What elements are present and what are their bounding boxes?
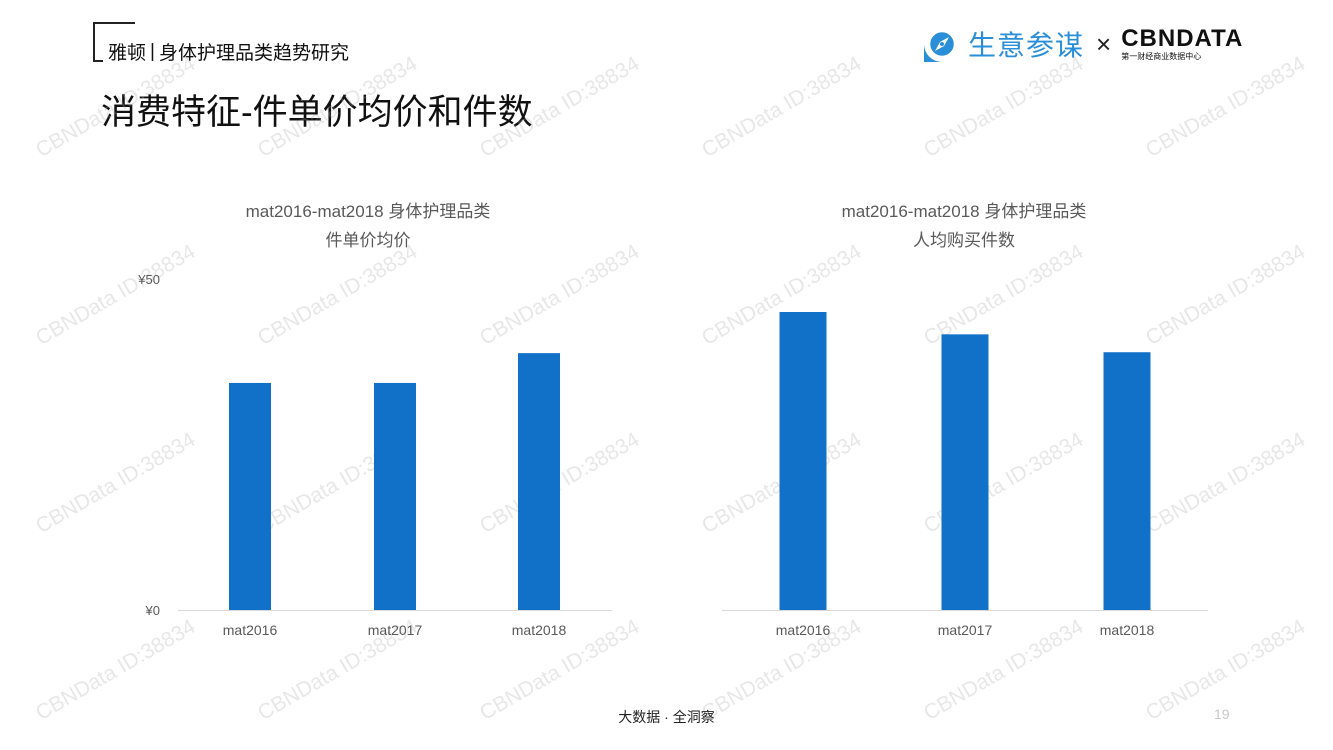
chart-2-bar <box>779 312 827 610</box>
page-number: 19 <box>1214 706 1230 722</box>
chart-2-x-tick-label: mat2017 <box>938 622 993 638</box>
chart-2-title: mat2016-mat2018 身体护理品类 <box>841 202 1087 221</box>
chart-1-x-tick-label: mat2017 <box>368 622 423 638</box>
report-title: 身体护理品类趋势研究 <box>158 43 349 64</box>
chart-2-x-tick-label: mat2016 <box>776 622 831 638</box>
times-icon: × <box>1096 28 1112 59</box>
corner-bracket-decoration <box>93 22 135 62</box>
chart-2-bar <box>941 334 989 610</box>
logo-group: 生意参谋 × CBNDATA 第一财经商业数据中心 <box>922 22 1243 66</box>
breadcrumb: 雅顿 | 身体护理品类趋势研究 <box>108 38 349 65</box>
partner-logo-text: 生意参谋 <box>968 30 1085 61</box>
chart-1-y-tick-label: ¥50 <box>137 272 160 287</box>
chart-1-y-tick-label: ¥0 <box>145 603 160 618</box>
compass-icon <box>924 26 960 62</box>
chart-1-bar <box>374 382 416 610</box>
footer-tagline: 大数据 · 全洞察 <box>618 709 715 725</box>
breadcrumb-separator: | <box>150 40 155 62</box>
chart-2-x-tick-label: mat2018 <box>1100 622 1155 638</box>
cbndata-logo: CBNDATA 第一财经商业数据中心 <box>1121 26 1243 62</box>
chart-1-x-tick-label: mat2016 <box>223 622 278 638</box>
chart-2-bar <box>1103 352 1151 610</box>
chart-2-title-block: mat2016-mat2018 身体护理品类 人均购买件数 <box>764 197 1164 255</box>
page-title: 消费特征-件单价均价和件数 <box>101 93 533 132</box>
brand-name: 雅顿 <box>108 43 147 64</box>
cbndata-logo-subtitle: 第一财经商业数据中心 <box>1121 52 1202 61</box>
chart-1-x-tick-label: mat2018 <box>512 622 567 638</box>
chart-1-subtitle: 件单价均价 <box>325 231 411 250</box>
chart-1-bar <box>229 382 271 610</box>
chart-1-bar <box>518 353 560 610</box>
chart-1-title-block: mat2016-mat2018 身体护理品类 件单价均价 <box>168 197 568 255</box>
cbndata-logo-text: CBNDATA <box>1121 25 1244 52</box>
chart-1-title: mat2016-mat2018 身体护理品类 <box>245 202 491 221</box>
chart-2-subtitle: 人均购买件数 <box>913 231 1015 250</box>
